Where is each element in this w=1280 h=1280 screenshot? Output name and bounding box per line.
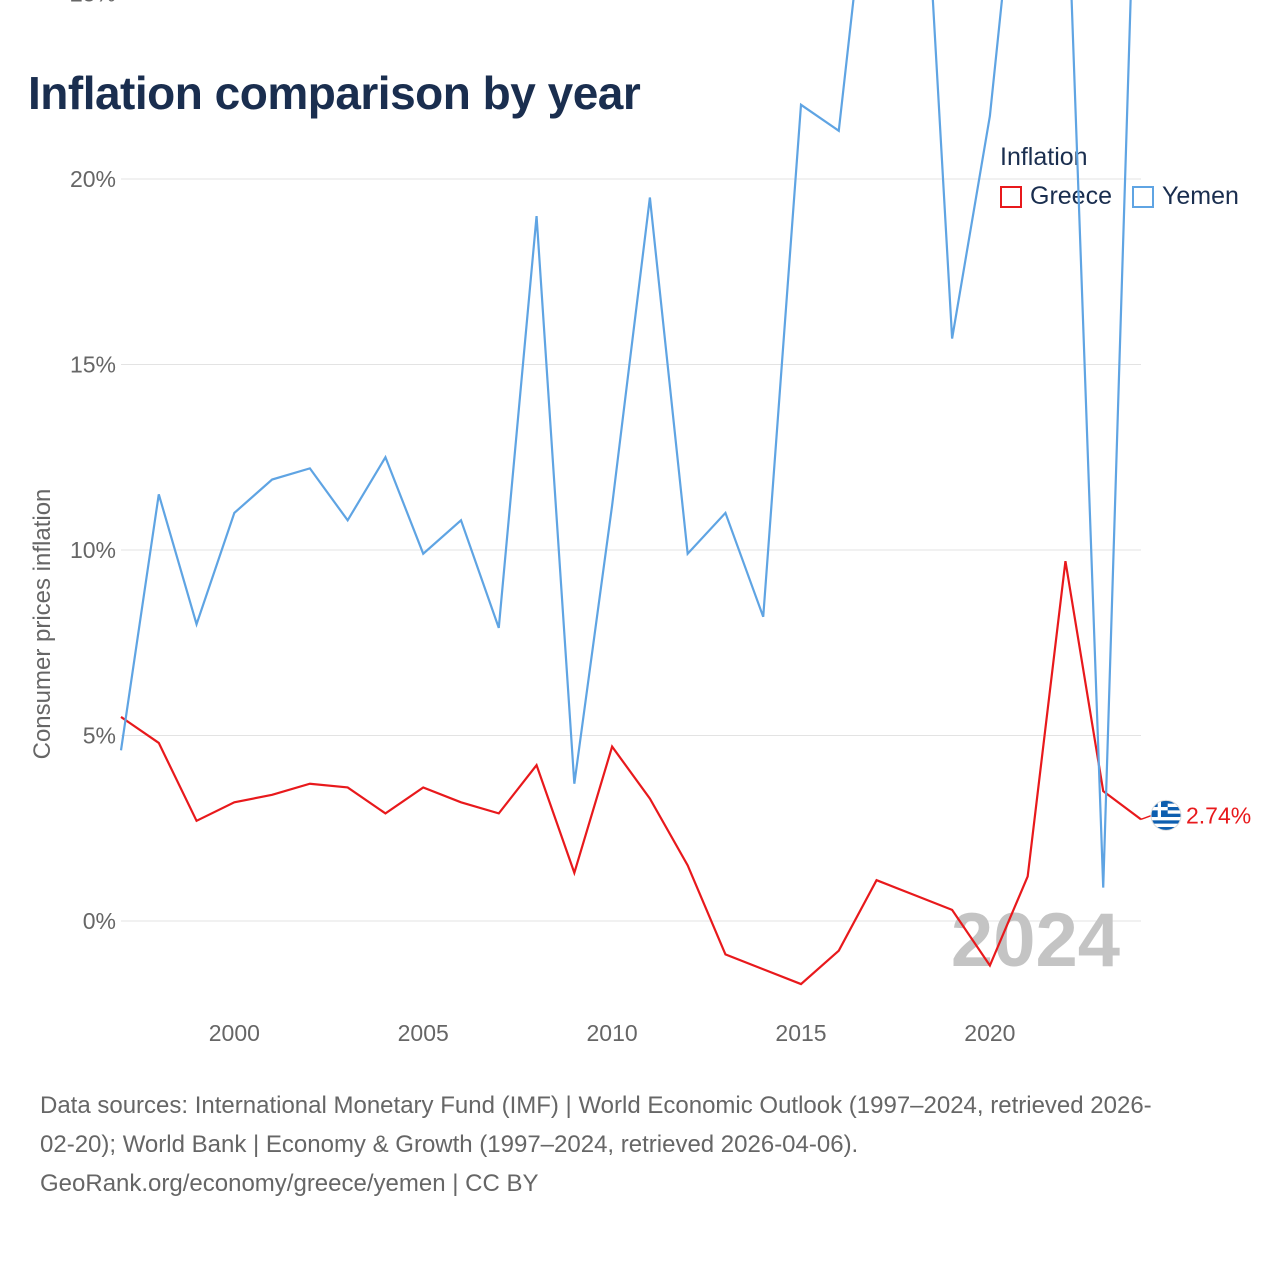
year-watermark: 2024 <box>951 898 1120 983</box>
x-tick-label: 2015 <box>775 1020 826 1046</box>
x-tick-label: 2000 <box>209 1020 260 1046</box>
footer-sources-line-1: Data sources: International Monetary Fun… <box>40 1092 1152 1119</box>
end-connector-greece <box>1140 814 1153 821</box>
legend-title: Inflation <box>1000 143 1088 171</box>
y-tick-label: 25% <box>70 0 116 7</box>
grid <box>121 178 1141 922</box>
y-axis-ticks: 0%5%10%15%20%25%30%35% <box>70 0 116 934</box>
legend-item-yemen[interactable]: Yemen <box>1131 182 1239 211</box>
x-tick-label: 2005 <box>398 1020 449 1046</box>
chart-title: Inflation comparison by year <box>28 67 641 119</box>
y-axis-label: Consumer prices inflation <box>29 489 56 760</box>
legend-item-greece[interactable]: Greece <box>1000 182 1112 211</box>
y-tick-label: 5% <box>83 723 116 749</box>
end-labels: 2.74%33.9% <box>1140 799 1251 831</box>
series-line-greece <box>120 560 1142 986</box>
footer: Data sources: International Monetary Fun… <box>40 1086 1250 1203</box>
footer-sources-line-2: 02-20); World Bank | Economy & Growth (1… <box>40 1131 859 1158</box>
series-points-greece <box>120 561 1142 985</box>
line-chart: 0%5%10%15%20%25%30%35% 20002005201020152… <box>29 0 1251 1046</box>
series-points-yemen <box>120 104 1104 888</box>
x-tick-label: 2010 <box>587 1020 638 1046</box>
legend-label-greece: Greece <box>1030 182 1112 210</box>
legend: Inflation Greece Yemen <box>1000 143 1239 211</box>
series-lines <box>119 0 1142 986</box>
legend-swatch-greece <box>1000 185 1022 208</box>
footer-credit[interactable]: GeoRank.org/economy/greece/yemen | CC BY <box>40 1170 539 1197</box>
y-tick-label: 10% <box>70 537 116 563</box>
y-tick-label: 0% <box>83 908 116 934</box>
y-tick-label: 15% <box>70 352 116 378</box>
x-tick-label: 2020 <box>964 1020 1015 1046</box>
series-line-yemen <box>119 0 1132 888</box>
legend-label-yemen: Yemen <box>1161 182 1239 210</box>
legend-swatch-yemen <box>1131 185 1154 208</box>
y-tick-label: 20% <box>70 166 116 192</box>
greece-flag-icon <box>1150 799 1182 831</box>
end-value-label-greece: 2.74% <box>1186 802 1251 828</box>
x-axis-ticks: 2000 2005 2010 2015 2020 <box>209 1020 1016 1046</box>
